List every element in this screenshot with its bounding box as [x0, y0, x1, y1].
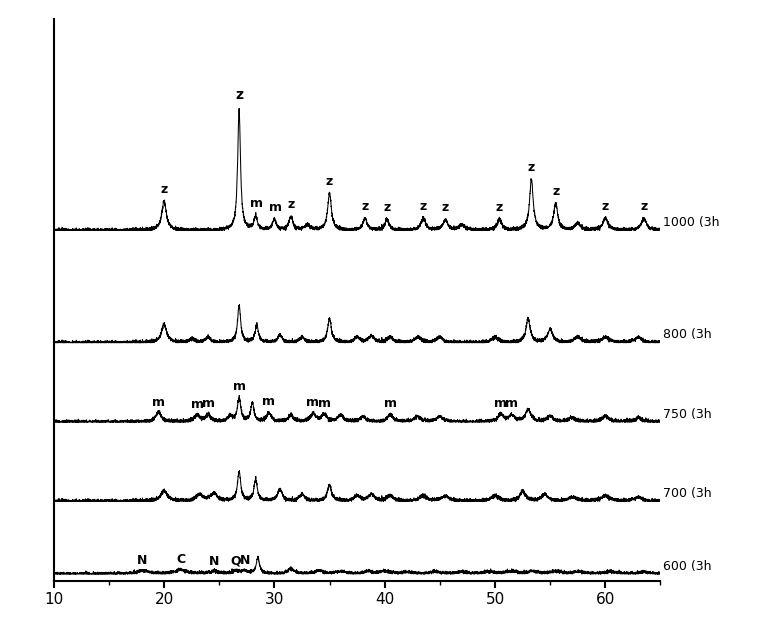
Text: 800 (3h: 800 (3h	[663, 328, 711, 341]
Text: m: m	[317, 397, 330, 410]
Text: z: z	[601, 200, 609, 213]
Text: N: N	[137, 554, 147, 567]
Text: m: m	[263, 395, 276, 408]
Text: m: m	[250, 198, 263, 210]
Text: z: z	[161, 183, 167, 196]
Text: m: m	[384, 398, 397, 410]
Text: 750 (3h: 750 (3h	[663, 408, 711, 421]
Text: m: m	[505, 397, 518, 410]
Text: z: z	[383, 201, 391, 214]
Text: 1000 (3h: 1000 (3h	[663, 216, 719, 229]
Text: z: z	[528, 162, 535, 174]
Text: m: m	[202, 397, 215, 410]
Text: z: z	[552, 185, 559, 198]
Text: m: m	[494, 397, 507, 410]
Text: z: z	[641, 200, 647, 213]
Text: z: z	[496, 201, 503, 214]
Text: m: m	[233, 380, 246, 393]
Text: m: m	[306, 396, 319, 409]
Text: 600 (3h: 600 (3h	[663, 560, 711, 572]
Text: Q: Q	[230, 554, 241, 567]
Text: z: z	[287, 198, 295, 211]
Text: z: z	[235, 88, 243, 102]
Text: m: m	[269, 201, 282, 214]
Text: z: z	[361, 200, 369, 213]
Text: z: z	[419, 200, 427, 213]
Text: N: N	[209, 555, 219, 568]
Text: z: z	[442, 201, 449, 214]
Text: N: N	[240, 553, 250, 567]
Text: m: m	[190, 398, 204, 411]
Text: z: z	[326, 175, 333, 188]
Text: 700 (3h: 700 (3h	[663, 487, 711, 500]
Text: C: C	[176, 553, 185, 567]
Text: m: m	[152, 396, 165, 409]
